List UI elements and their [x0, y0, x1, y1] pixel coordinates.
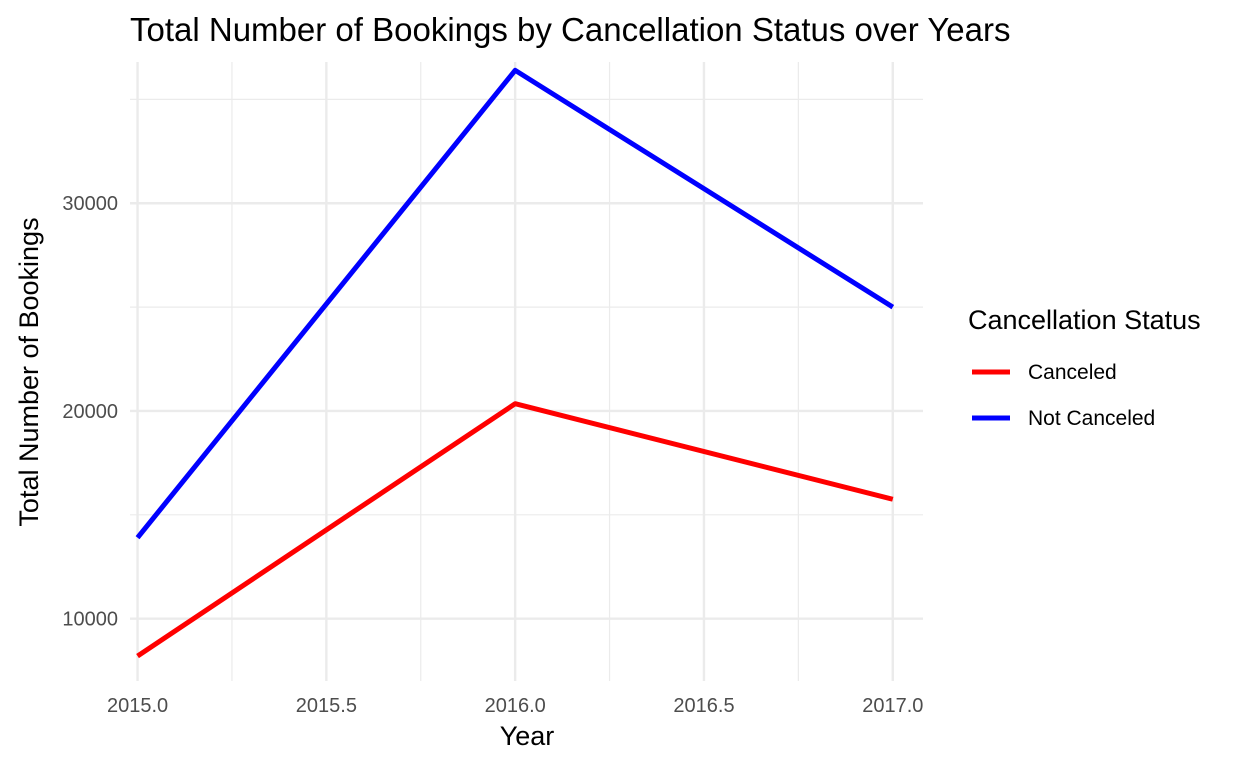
- series-line-not-canceled: [135, 67, 895, 540]
- y-tick-label: 20000: [62, 401, 118, 423]
- x-tick-label: 2015.0: [107, 695, 168, 717]
- legend-label-not-canceled: Not Canceled: [1028, 407, 1155, 430]
- x-tick-label: 2017.0: [862, 695, 923, 717]
- major-gridlines: [130, 62, 923, 681]
- y-axis-ticks: 10000 20000 30000: [62, 193, 118, 630]
- chart-title: Total Number of Bookings by Cancellation…: [130, 11, 1011, 48]
- y-axis-title: Total Number of Bookings: [14, 217, 44, 526]
- x-axis-title: Year: [500, 721, 555, 751]
- legend-title: Cancellation Status: [968, 305, 1201, 335]
- series-line-canceled: [136, 401, 894, 659]
- x-axis-ticks: 2015.0 2015.5 2016.0 2016.5 2017.0: [107, 695, 923, 717]
- x-tick-label: 2016.0: [485, 695, 546, 717]
- minor-gridlines: [130, 62, 923, 681]
- legend: Cancellation Status Canceled Not Canceled: [968, 305, 1201, 430]
- y-tick-label: 10000: [62, 609, 118, 631]
- x-tick-label: 2016.5: [673, 695, 734, 717]
- x-tick-label: 2015.5: [296, 695, 357, 717]
- y-tick-label: 30000: [62, 193, 118, 215]
- legend-label-canceled: Canceled: [1028, 361, 1117, 384]
- series-lines: [135, 67, 895, 659]
